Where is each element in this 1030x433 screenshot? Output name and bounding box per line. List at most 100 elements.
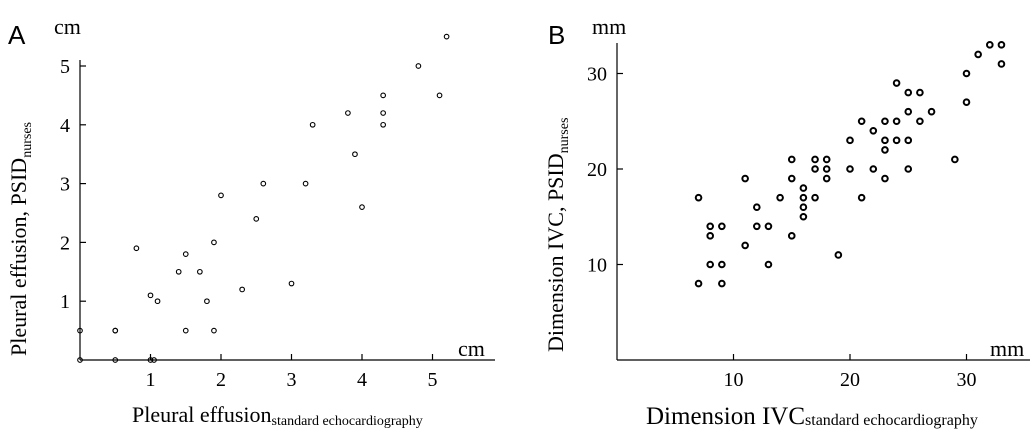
panel-a-data-point (154, 298, 161, 305)
panel-b-data-point (718, 222, 726, 231)
panel-b-data-point (846, 165, 854, 173)
panel-b-x-tick-label: 20 (840, 369, 860, 391)
panel-b-data-point (904, 107, 913, 116)
panel-a-data-point (197, 268, 203, 275)
panel-b-data-point (997, 60, 1006, 68)
panel-b-data-point (997, 41, 1006, 49)
panel-a-data-point (182, 327, 189, 334)
panel-a-x-tick-label: 5 (428, 369, 438, 391)
panel-a-data-point (211, 239, 217, 246)
panel-b-data-point (881, 146, 889, 154)
panel-a: A cm cm 1 2 3 4 5 1 2 3 4 5 Pleural effusion, PS… (6, 14, 495, 429)
panel-a-data-point (182, 251, 189, 258)
panel-b-data-point (753, 222, 761, 231)
panel-b-x-tick-label: 10 (724, 369, 744, 391)
panel-b-data-point (951, 155, 959, 164)
panel-a-data-point (147, 292, 154, 299)
panel-b-data-point (881, 174, 889, 183)
panel-a-y-tick-label: 4 (60, 115, 70, 137)
panel-a-data-point (380, 92, 387, 99)
panel-a-data-point (133, 245, 140, 252)
panel-b-data-point (916, 117, 924, 126)
panel-b-data-point (706, 232, 715, 240)
panel-b-x-unit: mm (990, 336, 1024, 361)
panel-b-y-tick-label: 30 (587, 64, 607, 86)
panel-b-data-point (869, 127, 878, 135)
panel-a-data-point (77, 327, 83, 334)
panel-a-data-point (253, 216, 260, 222)
panel-b-y-label: Dimension IVC, PSIDnurses (543, 118, 572, 352)
panel-a-data-point (288, 280, 295, 287)
panel-a-data-point (380, 110, 387, 116)
panel-a-data-point (345, 110, 351, 116)
panel-b-data-point (986, 41, 994, 49)
panel-b-data-point (706, 260, 715, 269)
panel-a-data-point (147, 357, 154, 363)
panel-b-data-point (718, 260, 726, 269)
panel-b-y-ticks: 10 20 30 (587, 64, 623, 277)
panel-b-data-point (787, 232, 796, 240)
panel-b-data-point (892, 117, 901, 126)
panel-b-data-point (741, 174, 749, 183)
panel-a-data-point (380, 121, 387, 128)
panel-a-y-ticks: 1 2 3 4 5 (60, 56, 86, 313)
panel-a-data-point (239, 286, 245, 293)
panel-b-data-point (822, 165, 831, 173)
panel-b-data-point (927, 107, 936, 116)
panel-b-data-point (892, 79, 901, 87)
panel-b-data-point (706, 222, 715, 231)
panel-a-data-point (436, 92, 443, 99)
panel-a-y-label: Pleural effusion, PSIDnurses (6, 122, 35, 356)
panel-b-x-tick-label: 30 (957, 369, 977, 391)
panel-b-data-point (881, 117, 889, 126)
panel-b-data-point (718, 279, 726, 288)
panel-a-data-point (443, 33, 450, 40)
panel-a-data-point (415, 63, 422, 69)
panel-b-data-point (811, 193, 819, 202)
panel-b-letter: B (548, 20, 565, 50)
panel-a-x-label: Pleural effusionstandard echocardiograph… (132, 402, 423, 429)
panel-b-data-point (764, 222, 773, 231)
panel-b-data-point (974, 50, 982, 59)
panel-b-data-point (787, 155, 796, 164)
panel-b-x-ticks: 10 20 30 (724, 354, 977, 391)
panel-a-data-point (211, 327, 217, 334)
panel-b-data-point (904, 88, 913, 97)
panel-b-data-point (799, 193, 808, 202)
panel-b-data-point (753, 203, 761, 211)
panel-a-data-point (151, 357, 157, 363)
panel-b-y-tick-label: 20 (587, 159, 607, 181)
panel-b-data-point (694, 279, 703, 288)
panel-b-data-point (834, 251, 843, 259)
panel-a-data-point (77, 357, 83, 363)
panel-a-data-point (218, 192, 224, 199)
panel-b-data-point (904, 136, 913, 145)
panel-a-y-tick-label: 2 (60, 232, 70, 254)
panel-b: B mm mm 10 20 30 10 20 30 Dimension IVC, PSI… (543, 14, 1030, 430)
panel-b-x-label: Dimension IVCstandard echocardiography (646, 403, 978, 430)
panel-a-x-tick-label: 2 (216, 369, 226, 391)
panel-b-data-point (962, 69, 971, 78)
panel-b-data-point (822, 155, 831, 164)
panel-a-data-point (302, 180, 309, 187)
panel-b-data-point (776, 193, 784, 202)
panel-a-data-point (260, 180, 267, 187)
panel-a-x-tick-label: 3 (287, 369, 297, 391)
panel-a-y-tick-label: 3 (60, 174, 70, 196)
panel-b-data-point (811, 155, 819, 164)
panel-b-data-point (787, 174, 796, 183)
panel-b-data-point (892, 136, 901, 145)
panel-a-x-tick-label: 4 (357, 369, 367, 391)
panel-a-data-point (112, 327, 119, 334)
panel-b-data-point (846, 136, 854, 145)
panel-b-data-point (857, 193, 866, 202)
panel-b-points (694, 41, 1006, 288)
panel-b-data-point (694, 193, 703, 202)
panel-a-x-unit: cm (458, 336, 485, 361)
panel-a-data-point (352, 151, 358, 158)
panel-b-data-point (904, 165, 913, 173)
panel-a-x-tick-label: 1 (146, 369, 156, 391)
panel-b-data-point (822, 174, 831, 183)
panel-b-data-point (916, 88, 924, 97)
